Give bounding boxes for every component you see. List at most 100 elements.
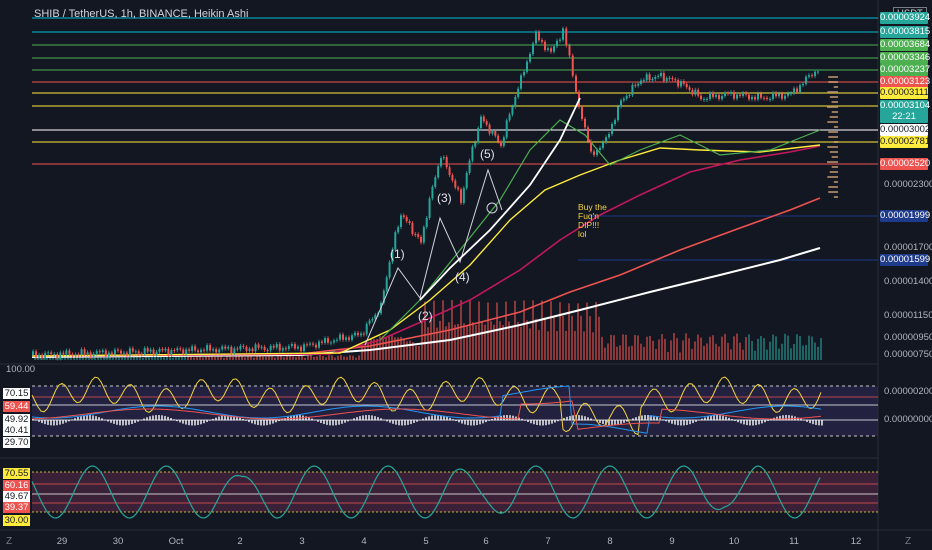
candle-body bbox=[360, 333, 362, 336]
volume-bar bbox=[562, 316, 564, 360]
ind1-histogram-bar bbox=[152, 415, 154, 421]
volume-bar bbox=[571, 315, 573, 360]
ind1-histogram-bar bbox=[725, 416, 727, 421]
candle-body bbox=[662, 73, 665, 81]
candle-body bbox=[287, 346, 290, 350]
volume-bar bbox=[640, 343, 642, 360]
candle-body bbox=[660, 73, 662, 77]
candle-body bbox=[657, 76, 660, 78]
volume-profile-bar bbox=[827, 91, 838, 93]
volume-bar bbox=[202, 357, 204, 360]
ind1-histogram-bar bbox=[248, 420, 250, 423]
candle-body bbox=[477, 128, 480, 143]
volume-bar bbox=[433, 300, 435, 360]
ind1-histogram-bar bbox=[293, 415, 295, 421]
volume-bar bbox=[409, 340, 411, 360]
ind1-histogram-bar bbox=[116, 420, 118, 425]
ind1-histogram-bar bbox=[101, 418, 103, 421]
ind1-histogram-bar bbox=[527, 420, 529, 423]
wave-label-2: (2) bbox=[418, 309, 433, 323]
volume-bar bbox=[310, 355, 312, 360]
candle-body bbox=[674, 79, 677, 81]
candle-body bbox=[491, 130, 494, 134]
price-tag-8: 22:21 bbox=[880, 111, 928, 123]
candle-body bbox=[194, 346, 197, 351]
volume-bar bbox=[664, 338, 666, 360]
candle-body bbox=[550, 48, 552, 52]
candle-body bbox=[218, 349, 221, 353]
ind1-histogram-bar bbox=[701, 418, 703, 421]
ind1-histogram-bar bbox=[221, 415, 223, 421]
volume-bar bbox=[181, 356, 183, 360]
ind1-histogram-bar bbox=[587, 417, 589, 421]
ind1-histogram-bar bbox=[686, 420, 688, 425]
candle-body bbox=[300, 346, 302, 352]
volume-bar bbox=[817, 346, 819, 360]
ind1-histogram-bar bbox=[431, 415, 433, 421]
volume-bar bbox=[520, 326, 522, 360]
volume-bar bbox=[625, 334, 627, 360]
ind1-histogram-bar bbox=[749, 420, 751, 426]
x-axis-label-9: 8 bbox=[607, 536, 613, 547]
candle-body bbox=[544, 41, 546, 50]
volume-profile-bar bbox=[827, 121, 838, 123]
ind1-histogram-bar bbox=[656, 416, 658, 421]
wave-label-3: (3) bbox=[437, 191, 452, 205]
candle-body bbox=[817, 71, 819, 73]
ind1-histogram-bar bbox=[53, 420, 55, 426]
ind1-histogram-bar bbox=[638, 416, 640, 421]
ind1-histogram-bar bbox=[38, 420, 40, 422]
candle-body bbox=[727, 92, 729, 94]
ind1-histogram-bar bbox=[275, 420, 277, 423]
ind1-histogram-bar bbox=[122, 420, 124, 426]
ind1-histogram-bar bbox=[149, 416, 151, 421]
ind1-histogram-bar bbox=[95, 416, 97, 421]
ind1-histogram-bar bbox=[506, 415, 508, 421]
x-axis-label-12: 11 bbox=[789, 536, 799, 547]
ind1-histogram-bar bbox=[623, 420, 625, 423]
ind1-histogram-bar bbox=[98, 417, 100, 421]
volume-bar bbox=[736, 333, 738, 360]
volume-bar bbox=[43, 355, 45, 360]
candle-body bbox=[668, 77, 671, 79]
ind1-histogram-bar bbox=[566, 416, 568, 421]
candle-body bbox=[161, 349, 164, 351]
auto-scale-icon[interactable]: Z bbox=[905, 536, 912, 547]
price-tag-4: 0.00003237 bbox=[880, 64, 931, 76]
candle-body bbox=[715, 94, 717, 97]
ind1-histogram-bar bbox=[188, 420, 190, 426]
candle-body bbox=[682, 81, 685, 84]
timezone-icon-left[interactable]: Z bbox=[6, 536, 13, 547]
ind1-histogram-bar bbox=[683, 420, 685, 426]
volume-profile-bar bbox=[828, 76, 838, 78]
candle-body bbox=[242, 345, 245, 347]
ind1-histogram-bar bbox=[185, 420, 187, 425]
volume-bar bbox=[499, 321, 501, 360]
volume-bar bbox=[775, 336, 777, 360]
ind1-histogram-bar bbox=[698, 420, 700, 421]
volume-bar bbox=[247, 355, 249, 360]
volume-bar bbox=[397, 337, 399, 360]
candle-body bbox=[101, 350, 104, 353]
volume-bar bbox=[739, 342, 741, 360]
ind1-histogram-bar bbox=[326, 420, 328, 425]
candle-body bbox=[565, 28, 568, 46]
elliott-wave-line bbox=[364, 168, 503, 346]
volume-bar bbox=[436, 327, 438, 360]
ind1-histogram-bar bbox=[365, 415, 367, 421]
candle-body bbox=[445, 157, 448, 168]
volume-bar bbox=[637, 335, 639, 360]
volume-bar bbox=[781, 343, 783, 360]
volume-bar bbox=[97, 355, 99, 360]
candle-body bbox=[709, 92, 711, 99]
candle-body bbox=[394, 232, 397, 250]
volume-bar bbox=[646, 336, 648, 360]
ind1-tag-1: 59.44 bbox=[3, 401, 30, 412]
volume-profile-bar bbox=[833, 86, 838, 88]
volume-bar bbox=[88, 355, 90, 360]
candle-body bbox=[688, 87, 691, 90]
candle-body bbox=[694, 89, 697, 95]
volume-bar bbox=[151, 357, 153, 360]
volume-profile-bar bbox=[833, 141, 838, 143]
ind2-tag-2: 49.67 bbox=[3, 491, 30, 502]
